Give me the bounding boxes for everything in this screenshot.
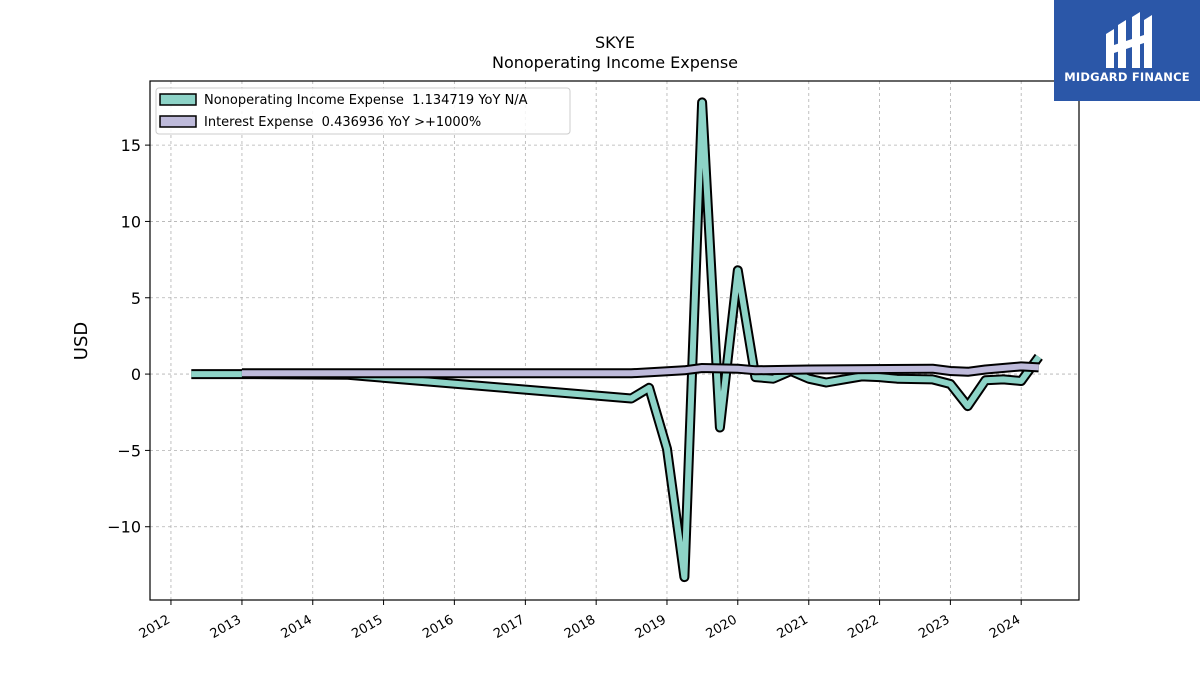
legend-swatch-nonoperating	[159, 93, 197, 106]
x-tick-label: 2020	[704, 612, 740, 642]
x-axis: 2012 2013 2014 2015 2016 2017 2018 2019 2020 2021…	[137, 600, 1023, 642]
plot-lines	[191, 97, 1043, 583]
x-tick-label: 2022	[845, 612, 881, 642]
midgard-logo-icon	[1106, 12, 1152, 68]
x-tick-label: 2018	[562, 612, 598, 642]
y-tick-label: 0	[131, 365, 141, 384]
x-tick-label: 2016	[420, 612, 456, 642]
y-axis-label: USD	[71, 322, 92, 360]
plot-frame	[149, 80, 1080, 601]
series-outline-0	[191, 97, 1043, 583]
x-tick-label: 2017	[491, 612, 527, 642]
x-tick-label: 2024	[987, 612, 1023, 642]
series-line-0	[191, 99, 1042, 581]
y-tick-label: 5	[131, 289, 141, 308]
x-tick-label: 2015	[349, 612, 385, 642]
brand-logo: MIDGARD FINANCE	[1054, 0, 1200, 101]
x-tick-label: 2014	[279, 612, 315, 642]
chart-title: SKYE	[595, 33, 635, 52]
brand-name: MIDGARD FINANCE	[1064, 70, 1190, 84]
chart-subtitle: Nonoperating Income Expense	[492, 53, 738, 72]
grid	[150, 81, 1079, 600]
series-line-1	[241, 363, 1039, 377]
y-tick-label: −10	[107, 518, 141, 537]
x-tick-label: 2019	[633, 612, 669, 642]
legend-label-nonoperating: Nonoperating Income Expense 1.134719 YoY…	[204, 93, 528, 108]
y-tick-label: 10	[121, 212, 141, 231]
x-tick-label: 2023	[916, 612, 952, 642]
x-tick-label: 2021	[775, 612, 811, 642]
x-tick-label: 2012	[137, 612, 173, 642]
y-tick-label: 15	[121, 136, 141, 155]
legend-box	[155, 87, 571, 135]
legend-label-interest: Interest Expense 0.436936 YoY >+1000%	[204, 115, 481, 130]
x-tick-label: 2013	[208, 612, 244, 642]
legend: Nonoperating Income Expense 1.134719 YoY…	[155, 87, 571, 135]
y-tick-label: −5	[117, 441, 141, 460]
legend-swatch-interest	[159, 115, 197, 128]
y-axis: −10 −5 0 5 10 15	[107, 136, 150, 537]
